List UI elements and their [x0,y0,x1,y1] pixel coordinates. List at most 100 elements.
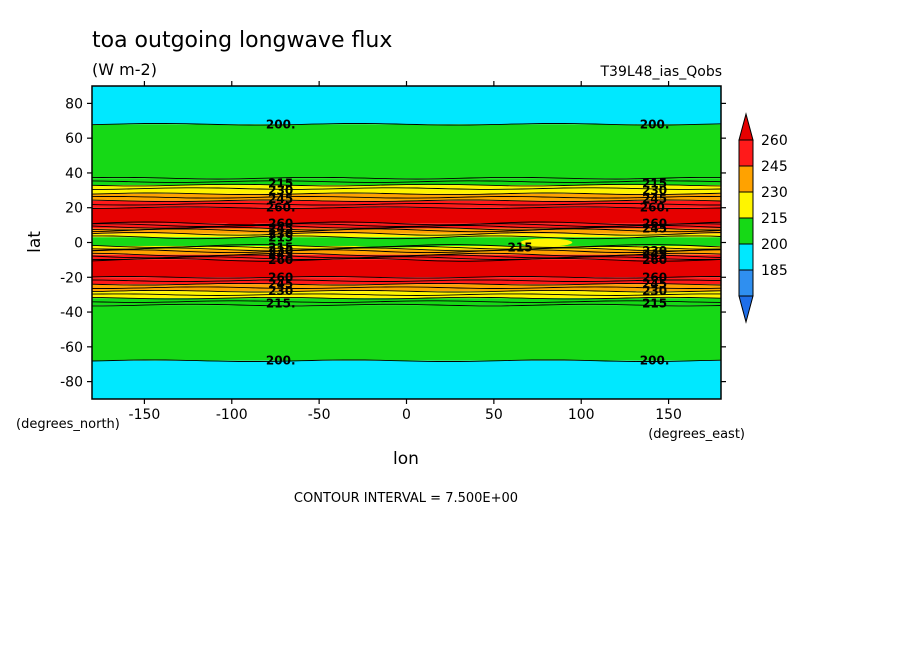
contour-label: 260. [640,201,670,215]
contour-label: 245 [268,222,293,236]
x-axis-units: (degrees_east) [648,427,745,442]
contour-line [91,183,722,187]
contour-label: 260 [642,216,667,230]
contour-label: 215. [266,296,296,310]
contour-band [92,254,721,260]
contour-line [92,187,722,190]
y-axis-units: (degrees_north) [16,417,120,432]
contour-line [91,206,722,209]
contour-line [91,221,722,226]
contour-line [91,180,722,183]
contour-band [92,223,721,229]
contour-line [91,282,722,286]
colorbar-segment [738,139,754,167]
contour-label: 260. [266,201,296,215]
contour-label: 215 [642,296,667,310]
contour-label: 215 [268,230,293,244]
contour-label: 215 [268,241,293,255]
colorbar-label: 260 [761,133,788,149]
contour-label: 245 [642,192,667,206]
contour-line [91,245,722,250]
x-tick-label: 100 [568,407,595,423]
contour-label: 230 [268,183,293,197]
contour-label: 245 [642,277,667,291]
contour-labels: 200. 200.215230245260.215230245260.260245… [266,117,670,367]
contour-label: 215 [268,176,293,190]
y-tick-label: -20 [60,270,83,286]
contour-band [92,298,721,306]
contour-band [92,291,721,299]
x-axis-label: lon [393,449,419,469]
contour-line [91,247,722,252]
y-tick-label: 0 [74,236,83,252]
contour-label: 200. [640,354,670,368]
colorbar: 260 245 230 215 200 185 [738,112,788,324]
contour-label: 260 [268,216,293,230]
y-tick-label: -60 [60,340,83,356]
contour-band [92,124,721,179]
x-tick-label: -50 [308,407,331,423]
contour-line [91,123,722,126]
x-tick-label: 0 [402,407,411,423]
contour-interval-note: CONTOUR INTERVAL = 7.500E+00 [294,491,518,506]
contour-band [92,305,721,361]
colorbar-label: 185 [761,263,788,279]
units-label: (W m-2) [92,60,157,79]
contour-label: 230 [268,284,293,298]
colorbar-label: 230 [761,185,788,201]
x-tick-label: 150 [655,407,682,423]
contour-band [92,245,721,250]
contour-line [91,293,721,296]
contour-line [91,258,722,262]
contour-line [91,231,722,236]
contour-line [92,286,722,289]
colorbar-label: 245 [761,159,788,175]
contour-line [91,196,722,199]
contour-label: 230 [268,227,293,241]
green-patch [520,238,573,247]
y-tick-label: 40 [65,166,83,182]
contour-band [92,178,721,186]
run-label: T39L48_ias_Qobs [599,64,722,80]
contour-line [92,235,722,240]
y-tick-label: 80 [65,96,83,112]
contour-label: 260 [642,253,667,267]
colorbar-segment [738,191,754,219]
contour-line [91,256,722,260]
colorbar-label: 215 [761,211,788,227]
contour-label: 230 [642,244,667,258]
contour-line [91,226,721,231]
colorbar-segment [738,217,754,245]
x-tick-label: 50 [485,407,503,423]
contour-band [92,86,721,125]
contour-label: 245 [268,248,293,262]
contour-label: 215 [642,176,667,190]
contour-label: 260 [642,270,667,284]
y-tick-label: 60 [65,131,83,147]
colorbar-top-arrow [738,112,754,141]
chart-title: toa outgoing longwave flux [92,28,392,53]
contour-label: 245 [268,277,293,291]
y-axis: -80 -60 -40 -20 0 20 40 60 80 [60,96,726,391]
contour-label: 200. [640,117,670,131]
contour-line [91,199,722,203]
contour-band [92,259,721,278]
contour-band [92,360,721,399]
contour-label: 215 [508,241,533,255]
colorbar-label: 200 [761,237,788,253]
contour-line [91,192,722,196]
contour-label: 230 [268,244,293,258]
contour-line [91,228,722,233]
contour-line [91,289,722,293]
contour-line [91,279,722,283]
contour-lines [91,123,722,362]
colorbar-segment [738,269,754,297]
contour-band [92,233,721,238]
contour-line [91,276,721,279]
contour-label: 245 [642,222,667,236]
x-tick-label: -150 [129,407,161,423]
y-axis-label: lat [25,231,45,253]
contour-label: 200. [266,354,296,368]
x-tick-label: -100 [216,407,248,423]
